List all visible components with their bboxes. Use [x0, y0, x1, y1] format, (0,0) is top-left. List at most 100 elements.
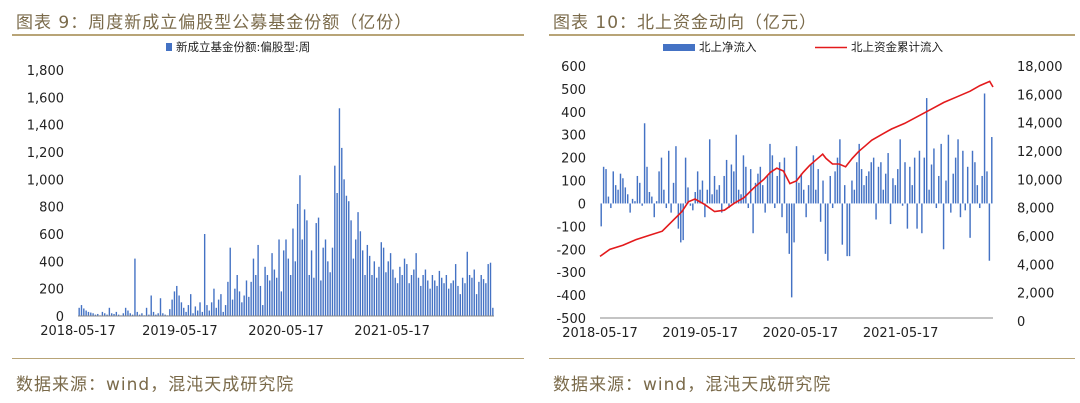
fund-bar: [245, 280, 248, 316]
netflow-bar: [764, 203, 766, 213]
netflow-bar: [991, 137, 993, 204]
right-chart-source: 数据来源：wind，混沌天成研究院: [553, 375, 832, 395]
fund-bar: [359, 231, 362, 316]
netflow-bar: [913, 157, 916, 204]
netflow-bar: [646, 166, 648, 204]
netflow-bar: [790, 203, 793, 298]
fund-bar: [299, 175, 301, 316]
fund-bar: [208, 310, 211, 316]
fund-bar: [361, 250, 364, 316]
right-top-rule: [549, 34, 1075, 36]
fund-bar: [313, 277, 315, 316]
netflow-bar: [728, 203, 730, 209]
y-tick-label: 600: [39, 228, 64, 243]
netflow-bar: [610, 203, 612, 209]
netflow-bar: [721, 203, 723, 213]
netflow-bar: [834, 171, 836, 204]
fund-bar: [410, 275, 413, 316]
netflow-bar: [602, 166, 605, 204]
fund-bar: [169, 309, 171, 316]
fund-bar: [350, 220, 352, 316]
netflow-bar: [986, 171, 988, 204]
netflow-bar: [969, 203, 971, 238]
netflow-bar: [817, 169, 819, 204]
fund-bar: [213, 288, 215, 316]
fund-bar: [248, 296, 250, 316]
netflow-bar: [909, 166, 911, 204]
netflow-bar: [945, 180, 947, 204]
netflow-bar: [810, 164, 812, 204]
netflow-bar: [805, 203, 807, 218]
fund-bar: [334, 165, 336, 316]
fund-bar: [454, 264, 457, 316]
netflow-bar: [865, 175, 868, 204]
fund-bar: [266, 275, 269, 316]
fund-bar: [310, 250, 313, 316]
fund-bar: [457, 285, 459, 316]
netflow-bar: [660, 157, 663, 204]
y-tick-label: 1,800: [27, 64, 64, 79]
fund-bar: [392, 269, 394, 316]
netflow-bar: [627, 194, 629, 204]
netflow-bar: [795, 146, 798, 204]
fund-bar: [331, 247, 334, 316]
netflow-bar: [725, 159, 728, 204]
netflow-bar: [704, 203, 706, 218]
netflow-bar: [901, 203, 904, 206]
fund-bar: [424, 269, 427, 316]
fund-bar: [485, 283, 487, 316]
fund-bar: [415, 253, 417, 316]
netflow-bar: [812, 155, 815, 204]
netflow-bar: [947, 134, 950, 204]
fund-bar: [196, 310, 199, 316]
netflow-bar: [745, 166, 747, 204]
fund-bar: [241, 302, 243, 316]
netflow-bar: [651, 196, 653, 204]
netflow-bar: [607, 196, 610, 204]
y-left-tick-label: 300: [561, 129, 586, 144]
y-left-tick-label: 0: [578, 197, 586, 212]
fund-bar: [131, 314, 134, 316]
left-bottom-rule: [12, 358, 524, 359]
netflow-bar: [631, 198, 634, 204]
left-chart-source: 数据来源：wind，混沌天成研究院: [16, 375, 295, 395]
netflow-bar: [962, 150, 964, 204]
legend-swatch-fund: [166, 43, 172, 51]
fund-bar: [366, 244, 369, 316]
y-right-tick-label: 16,000: [1017, 88, 1063, 103]
netflow-bar: [853, 189, 856, 204]
fund-bar: [308, 275, 310, 316]
fund-bar: [341, 147, 343, 316]
netflow-bar: [687, 187, 689, 204]
fund-bar: [438, 270, 441, 316]
netflow-bar: [624, 187, 627, 204]
netflow-bar: [815, 189, 817, 204]
netflow-bar: [803, 189, 805, 204]
fund-bar: [78, 307, 80, 316]
fund-bar: [101, 311, 104, 316]
netflow-bar: [966, 166, 969, 204]
y-right-tick-label: 10,000: [1017, 173, 1063, 188]
fund-bar: [364, 275, 366, 316]
fund-bar: [447, 288, 450, 316]
fund-bar: [352, 258, 355, 316]
netflow-bar: [737, 189, 740, 204]
y-left-tick-label: 200: [561, 152, 586, 167]
netflow-bar: [819, 203, 822, 222]
y-left-tick-label: 500: [561, 83, 586, 98]
fund-bar: [315, 223, 317, 316]
netflow-bar: [793, 203, 795, 243]
fund-bar: [329, 272, 331, 316]
netflow-bar: [692, 203, 694, 211]
netflow-bar: [629, 203, 631, 213]
netflow-bar: [655, 201, 658, 204]
netflow-bar: [831, 203, 834, 209]
netflow-bar: [708, 139, 711, 204]
netflow-bar: [921, 203, 923, 234]
netflow-bar: [680, 203, 682, 243]
fund-bar: [164, 314, 166, 316]
fund-bar: [229, 247, 231, 316]
fund-bar: [317, 217, 320, 316]
fund-bar: [145, 307, 148, 316]
netflow-bar: [877, 166, 880, 204]
